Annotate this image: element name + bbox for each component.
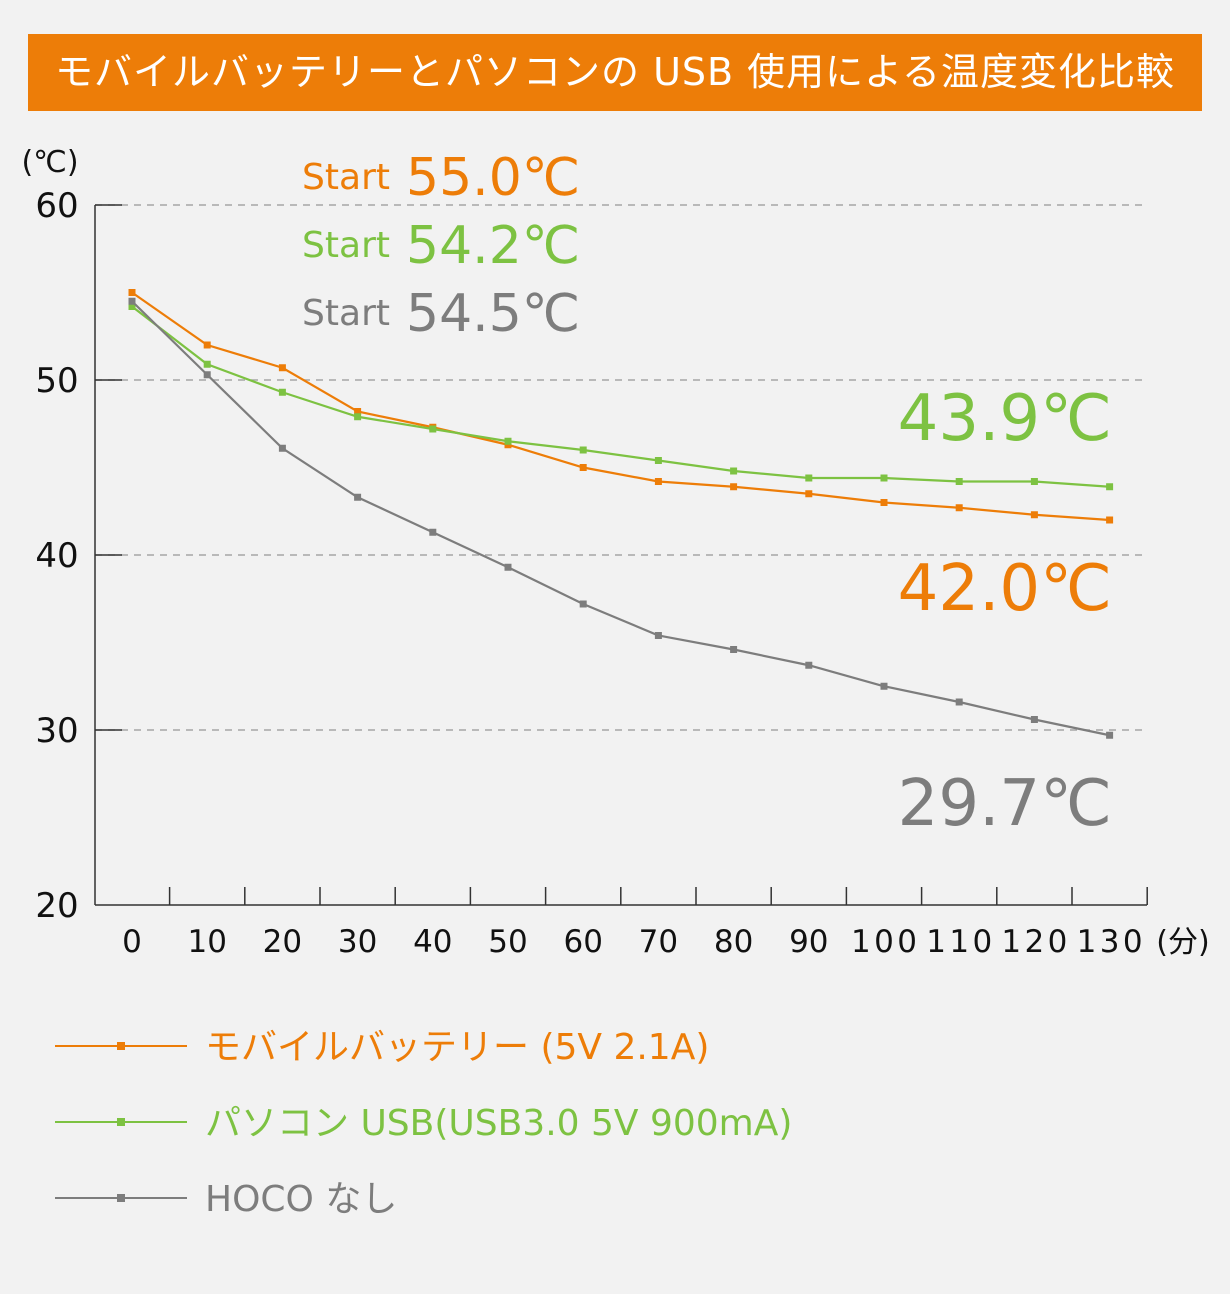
data-point-pc <box>579 446 587 454</box>
x-tick-label: 120 <box>1001 924 1067 960</box>
data-point-pc <box>504 437 512 445</box>
data-point-none <box>880 682 888 690</box>
x-tick-label: 20 <box>263 924 302 960</box>
x-tick-label: 0 <box>122 924 142 960</box>
data-point-none <box>504 563 512 571</box>
data-point-mobile <box>730 483 738 491</box>
data-point-none <box>354 493 362 501</box>
data-point-mobile <box>579 464 587 471</box>
start-label: Start <box>302 225 390 266</box>
series-line-mobile <box>131 291 1110 522</box>
data-point-mobile <box>203 341 211 349</box>
data-point-mobile <box>880 499 888 506</box>
x-axis-unit: (分) <box>1156 925 1209 960</box>
chart-title: モバイルバッテリーとパソコンの USB 使用による温度変化比較 <box>28 34 1202 111</box>
x-tick-label: 80 <box>714 924 753 960</box>
data-point-pc <box>1030 478 1038 485</box>
y-tick-label: 20 <box>35 886 78 926</box>
legend-label: HOCO なし <box>205 1179 397 1220</box>
data-point-pc <box>278 388 286 396</box>
data-point-pc <box>955 478 963 485</box>
data-point-mobile <box>278 364 286 372</box>
data-point-pc <box>429 425 437 433</box>
data-point-none <box>429 528 437 536</box>
series-line-none <box>131 300 1110 737</box>
data-point-pc <box>1106 483 1114 491</box>
x-tick-label: 40 <box>413 924 452 960</box>
start-value: 54.2℃ <box>406 216 580 276</box>
data-point-pc <box>654 457 662 464</box>
data-point-pc <box>354 413 362 421</box>
data-point-none <box>805 661 813 669</box>
y-tick-label: 50 <box>35 361 78 401</box>
y-tick-label: 30 <box>35 711 78 751</box>
data-point-none <box>128 297 136 305</box>
data-point-mobile <box>805 490 813 498</box>
data-point-none <box>730 646 738 653</box>
x-tick-label: 130 <box>1077 924 1143 960</box>
x-tick-label: 50 <box>488 924 527 960</box>
legend-marker <box>117 1194 125 1202</box>
legend-marker <box>117 1118 125 1126</box>
data-point-pc <box>730 467 738 475</box>
data-point-none <box>203 371 211 379</box>
start-label: Start <box>302 293 390 334</box>
x-tick-label: 100 <box>851 924 917 960</box>
start-value: 54.5℃ <box>406 284 580 344</box>
data-point-pc <box>203 360 211 368</box>
x-tick-label: 30 <box>338 924 377 960</box>
data-point-mobile <box>354 408 362 415</box>
data-point-none <box>278 444 286 452</box>
data-point-mobile <box>1106 516 1114 524</box>
data-point-pc <box>805 474 813 482</box>
end-value: 42.0℃ <box>898 552 1112 626</box>
data-point-mobile <box>955 504 963 512</box>
data-point-none <box>1106 731 1114 739</box>
data-point-none <box>1030 716 1038 723</box>
legend-label: モバイルバッテリー (5V 2.1A) <box>205 1027 709 1068</box>
x-tick-label: 110 <box>926 924 992 960</box>
data-point-pc <box>128 303 136 310</box>
series-line-pc <box>131 305 1110 488</box>
data-point-none <box>579 600 587 608</box>
end-value: 43.9℃ <box>898 382 1112 456</box>
x-tick-label: 10 <box>187 924 226 960</box>
legend-label: パソコン USB(USB3.0 5V 900mA) <box>205 1103 792 1144</box>
x-tick-label: 60 <box>563 924 602 960</box>
legend-marker <box>117 1042 125 1050</box>
data-point-mobile <box>654 478 662 485</box>
data-point-mobile <box>1030 511 1038 519</box>
x-tick-label: 70 <box>639 924 678 960</box>
y-tick-label: 60 <box>35 186 78 226</box>
x-tick-label: 90 <box>789 924 828 960</box>
end-value: 29.7℃ <box>898 767 1112 841</box>
start-value: 55.0℃ <box>406 148 580 208</box>
data-point-none <box>654 632 662 639</box>
y-axis-unit: (℃) <box>21 145 78 180</box>
data-point-mobile <box>128 289 136 296</box>
data-point-pc <box>880 474 888 482</box>
data-point-none <box>955 698 963 706</box>
y-tick-label: 40 <box>35 536 78 576</box>
start-label: Start <box>302 157 390 198</box>
